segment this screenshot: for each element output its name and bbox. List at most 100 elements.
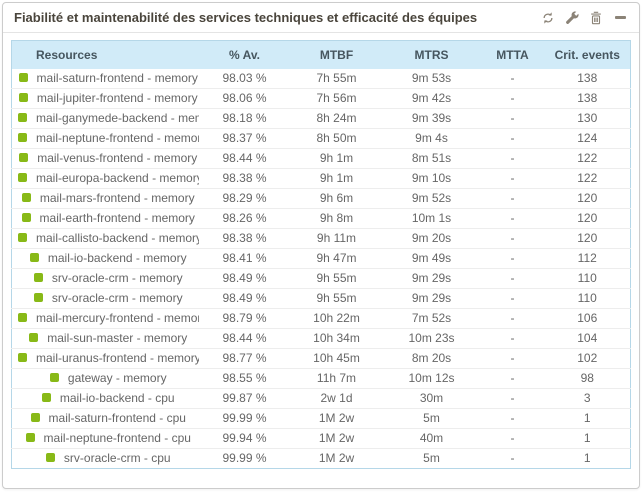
cell-mtbf: 1M 2w <box>290 427 383 448</box>
table-row[interactable]: mail-jupiter-frontend - memory 98.06 % 7h … <box>11 87 631 108</box>
cell-mtta: - <box>480 147 545 168</box>
table-row[interactable]: gateway - memory 98.55 % 11h 7m 10m 12s -98 <box>11 367 631 388</box>
cell-resource: srv-oracle-crm - cpu <box>11 447 199 468</box>
resource-name: srv-oracle-crm - cpu <box>63 450 171 465</box>
delete-button[interactable] <box>589 11 603 25</box>
cell-mtbf: 1M 2w <box>290 407 383 428</box>
cell-mtta: - <box>480 227 545 248</box>
column-header-availability[interactable]: % Av. <box>198 40 291 69</box>
table-row[interactable]: srv-oracle-crm - cpu 99.99 % 1M 2w 5m -1 <box>11 447 631 468</box>
cell-crit_events: 106 <box>544 307 631 328</box>
status-ok-icon <box>33 272 43 282</box>
table-row[interactable]: mail-neptune-frontend - cpu 99.94 % 1M 2w 4… <box>11 427 631 448</box>
status-ok-icon <box>29 252 39 262</box>
cell-mtrs: 30m <box>382 387 481 408</box>
cell-resource: mail-ganymede-backend - memory <box>11 107 199 128</box>
cell-mtbf: 9h 55m <box>290 287 383 308</box>
resource-name: mail-saturn-frontend - cpu <box>48 410 186 425</box>
column-header-mtta[interactable]: MTTA <box>480 40 545 69</box>
widget-title: Fiabilité et maintenabilité des services… <box>14 9 478 25</box>
table-row[interactable]: mail-io-backend - cpu 99.87 % 2w 1d 30m -3 <box>11 387 631 408</box>
resource-name: mail-saturn-frontend - memory <box>36 70 198 85</box>
status-ok-icon <box>30 412 40 422</box>
widget-header: Fiabilité et maintenabilité des services… <box>3 3 639 33</box>
status-ok-icon <box>18 72 28 82</box>
cell-mtta: - <box>480 327 545 348</box>
status-ok-icon <box>49 372 59 382</box>
column-header-mtbf[interactable]: MTBF <box>290 40 383 69</box>
resource-name: mail-europa-backend - memory <box>36 170 199 185</box>
cell-mtrs: 10m 23s <box>382 327 481 348</box>
wrench-icon <box>565 10 579 25</box>
cell-availability: 98.79 % <box>198 307 291 328</box>
resource-name: mail-mars-frontend - memory <box>39 190 195 205</box>
collapse-button[interactable] <box>613 11 627 25</box>
widget-panel: Fiabilité et maintenabilité des services… <box>2 2 640 489</box>
cell-availability: 98.49 % <box>198 267 291 288</box>
table-row[interactable]: mail-saturn-frontend - memory 98.03 % 7h 5… <box>11 68 631 88</box>
cell-mtta: - <box>480 387 545 408</box>
cell-mtrs: 9m 29s <box>382 267 481 288</box>
cell-availability: 99.99 % <box>198 407 291 428</box>
cell-crit_events: 3 <box>544 387 631 408</box>
cell-crit_events: 98 <box>544 367 631 388</box>
column-header-crit_events[interactable]: Crit. events <box>544 40 631 69</box>
status-ok-icon <box>18 112 27 122</box>
cell-crit_events: 122 <box>544 167 631 188</box>
cell-mtrs: 9m 52s <box>382 187 481 208</box>
refresh-button[interactable] <box>541 11 555 25</box>
column-header-resources[interactable]: Resources <box>11 40 199 69</box>
status-ok-icon <box>18 312 27 322</box>
cell-resource: mail-io-backend - cpu <box>11 387 199 408</box>
table-row[interactable]: srv-oracle-crm - memory 98.49 % 9h 55m 9m 2… <box>11 287 631 308</box>
cell-availability: 98.38 % <box>198 167 291 188</box>
resource-name: mail-venus-frontend - memory <box>37 150 198 165</box>
cell-crit_events: 120 <box>544 227 631 248</box>
widget-toolbar <box>541 10 627 25</box>
cell-resource: mail-venus-frontend - memory <box>11 147 199 168</box>
table-row[interactable]: mail-mercury-frontend - memory 98.79 % 10h… <box>11 307 631 328</box>
table-row[interactable]: mail-earth-frontend - memory 98.26 % 9h 8m… <box>11 207 631 228</box>
cell-availability: 98.44 % <box>198 147 291 168</box>
cell-mtbf: 7h 56m <box>290 87 383 108</box>
resource-name: mail-neptune-frontend - cpu <box>43 430 191 445</box>
resource-name: mail-callisto-backend - memory <box>36 230 199 245</box>
cell-mtta: - <box>480 127 545 148</box>
cell-crit_events: 138 <box>577 70 598 85</box>
cell-resource: mail-io-backend - memory <box>11 247 199 268</box>
table-row[interactable]: mail-venus-frontend - memory 98.44 % 9h 1m… <box>11 147 631 168</box>
cell-mtbf: 10h 45m <box>290 347 383 368</box>
column-header-mtrs[interactable]: MTRS <box>382 40 481 69</box>
cell-mtrs: 9m 29s <box>382 287 481 308</box>
configure-button[interactable] <box>565 10 579 25</box>
cell-resource: mail-mercury-frontend - memory <box>11 307 199 328</box>
status-ok-icon <box>21 212 31 222</box>
table-row[interactable]: mail-callisto-backend - memory 98.38 % 9h … <box>11 227 631 248</box>
cell-mtrs: 9m 49s <box>382 247 481 268</box>
table-row[interactable]: srv-oracle-crm - memory 98.49 % 9h 55m 9m 2… <box>11 267 631 288</box>
table-row[interactable]: mail-mars-frontend - memory 98.29 % 9h 6m 9… <box>11 187 631 208</box>
cell-availability: 98.41 % <box>198 247 291 268</box>
cell-resource: mail-europa-backend - memory <box>11 167 199 188</box>
cell-mtta: - <box>480 447 545 468</box>
resource-name: mail-uranus-frontend - memory <box>36 350 199 365</box>
table-row[interactable]: mail-io-backend - memory 98.41 % 9h 47m 9m … <box>11 247 631 268</box>
cell-mtbf: 9h 1m <box>290 167 383 188</box>
table-row[interactable]: mail-europa-backend - memory 98.38 % 9h 1m… <box>11 167 631 188</box>
cell-mtta: - <box>480 87 545 108</box>
cell-availability: 98.49 % <box>198 287 291 308</box>
table-row[interactable]: mail-saturn-frontend - cpu 99.99 % 1M 2w 5m… <box>11 407 631 428</box>
cell-mtrs: 10m 12s <box>382 367 481 388</box>
cell-resource: mail-saturn-frontend - cpu <box>11 407 199 428</box>
table-row[interactable]: mail-neptune-frontend - memory 98.37 % 8h … <box>11 127 631 148</box>
cell-availability: 98.29 % <box>198 187 291 208</box>
status-ok-icon <box>19 152 29 162</box>
resource-name: mail-ganymede-backend - memory <box>36 110 199 125</box>
cell-crit_events: 120 <box>544 207 631 228</box>
cell-resource: mail-sun-master - memory <box>11 327 199 348</box>
table-row[interactable]: mail-uranus-frontend - memory 98.77 % 10h … <box>11 347 631 368</box>
cell-availability: 98.77 % <box>198 347 291 368</box>
cell-availability: 98.55 % <box>198 367 291 388</box>
table-row[interactable]: mail-sun-master - memory 98.44 % 10h 34m 10… <box>11 327 631 348</box>
